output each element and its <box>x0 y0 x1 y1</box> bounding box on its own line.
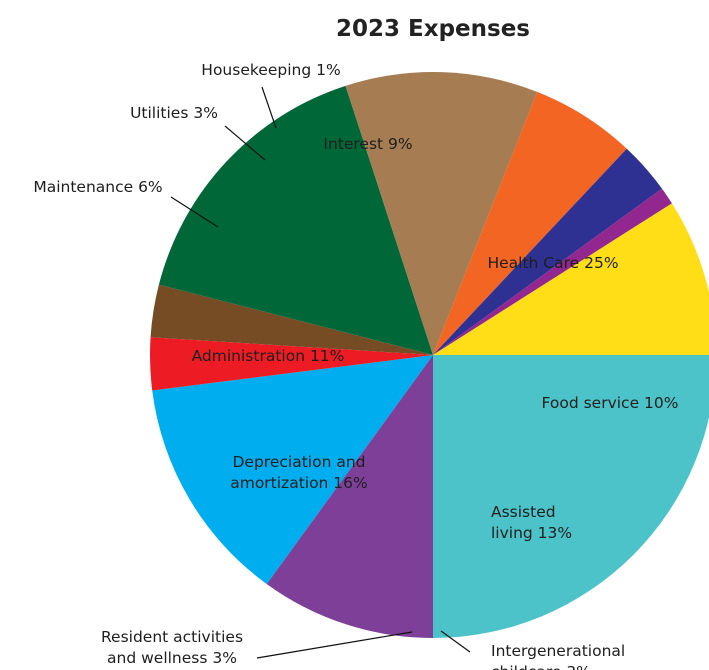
slice-label-line: living 13% <box>491 524 572 542</box>
pie-slice-interest <box>433 203 709 355</box>
slice-label-utilities: Utilities 3% <box>130 104 218 122</box>
leader-line-utilities <box>224 125 266 161</box>
chart-title: 2023 Expenses <box>336 16 530 42</box>
slice-label-line: Utilities 3% <box>130 104 218 122</box>
slice-label-line: and wellness 3% <box>107 649 237 667</box>
slice-label-line: Food service 10% <box>542 394 679 412</box>
slice-label-line: Intergenerational <box>491 642 625 660</box>
leader-line-resident-activities-and-wellness <box>256 631 413 659</box>
slice-label-line: childcare 3% <box>491 663 591 670</box>
pie-slices <box>150 71 709 638</box>
pie-slice-resident-activities-and-wellness <box>150 284 433 355</box>
pie-slice-maintenance <box>433 91 627 356</box>
slice-label-line: Health Care 25% <box>487 254 618 272</box>
pie-slice-utilities <box>433 148 662 355</box>
leader-line-intergenerational-childcare <box>440 630 471 653</box>
slice-label-line: Resident activities <box>101 628 243 646</box>
slice-label-food-service: Food service 10% <box>542 394 679 412</box>
pie-slice-administration <box>345 71 538 356</box>
pie-slice-intergenerational-childcare <box>150 337 433 391</box>
slice-label-line: Housekeeping 1% <box>201 61 340 79</box>
pie-slice-food-service <box>266 355 433 638</box>
slice-label-interest: Interest 9% <box>323 135 412 153</box>
slice-label-line: Depreciation and <box>233 453 366 471</box>
pie-slice-depreciation-and-amortization <box>158 85 433 355</box>
leader-line-housekeeping <box>261 86 277 129</box>
pie-slice-health-care <box>433 355 709 638</box>
slice-label-assisted-living: Assisted living 13% <box>491 503 572 542</box>
slice-label-line: amortization 16% <box>230 474 368 492</box>
slice-labels: Health Care 25% Food service 10% Assisted l… <box>33 61 678 670</box>
pie-slice-housekeeping <box>433 188 672 355</box>
leader-lines <box>170 86 471 659</box>
slice-label-intergenerational-childcare: Intergenerational childcare 3% <box>491 642 625 670</box>
slice-label-resident-activities-and-wellness: Resident activities and wellness 3% <box>101 628 243 667</box>
slice-label-depreciation-and-amortization: Depreciation and amortization 16% <box>230 453 368 492</box>
slice-label-maintenance: Maintenance 6% <box>33 178 162 196</box>
leader-line-maintenance <box>170 196 219 228</box>
slice-label-line: Maintenance 6% <box>33 178 162 196</box>
slice-label-health-care: Health Care 25% <box>487 254 618 272</box>
slice-label-housekeeping: Housekeeping 1% <box>201 61 340 79</box>
pie-slice-assisted-living <box>152 355 434 584</box>
slice-label-administration: Administration 11% <box>192 347 345 365</box>
slice-label-line: Assisted <box>491 503 556 521</box>
slice-label-line: Interest 9% <box>323 135 412 153</box>
slice-label-line: Administration 11% <box>192 347 345 365</box>
